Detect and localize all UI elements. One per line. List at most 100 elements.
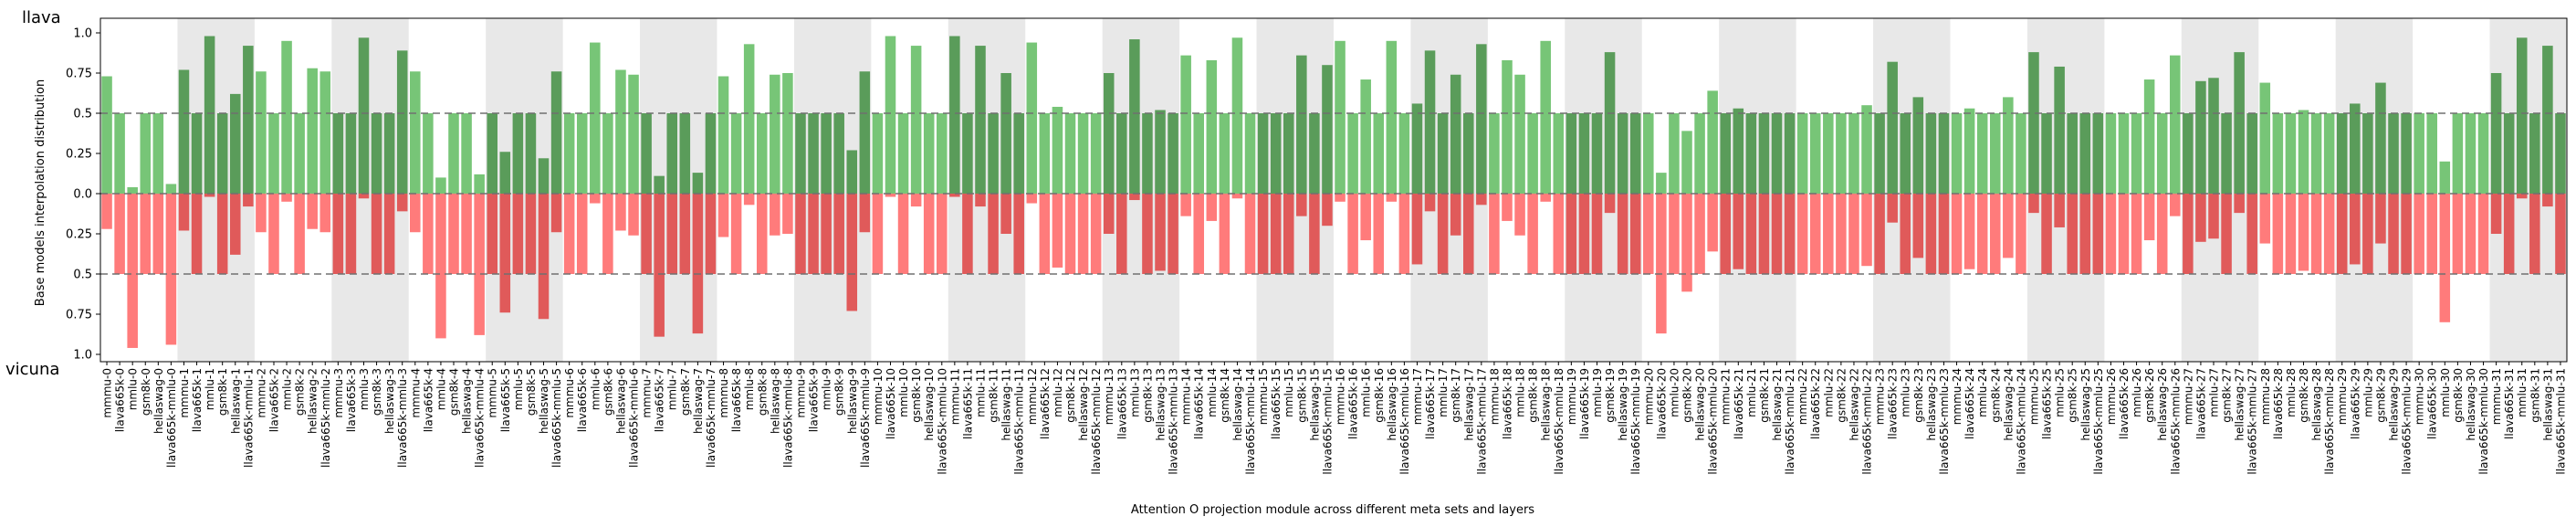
bar-llava-hellaswag-12	[1077, 113, 1089, 194]
x-tick-label-llava665k-27: llava665k-27	[2194, 368, 2207, 439]
bar-vicuna-hellaswag-16	[1386, 194, 1398, 202]
layer-shade-3	[331, 18, 409, 362]
bar-llava-llava665k-mmlu-2	[319, 71, 331, 195]
bar-vicuna-mmlu-2	[281, 194, 292, 202]
x-tick-label-hellaswag-25: hellaswag-25	[2079, 368, 2092, 441]
bar-llava-mmlu-6	[590, 42, 601, 195]
bar-llava-llava665k-mmlu-12	[1090, 113, 1102, 194]
bar-llava-mmmu-4	[410, 71, 421, 195]
bar-vicuna-hellaswag-17	[1462, 194, 1474, 274]
y-tick-label-0: 1.0	[73, 27, 92, 41]
x-tick-label-mmlu-15: mmlu-15	[1283, 368, 1295, 417]
y-tick-label-6: 0.5	[73, 269, 92, 282]
bar-vicuna-mmlu-31	[2516, 194, 2528, 199]
bar-llava-mmlu-28	[2285, 113, 2297, 194]
x-tick-label-mmlu-2: mmlu-2	[281, 368, 294, 410]
x-tick-label-llava665k-21: llava665k-21	[1733, 368, 1745, 439]
bar-vicuna-mmlu-15	[1283, 194, 1294, 274]
bar-vicuna-mmlu-19	[1591, 194, 1603, 274]
x-tick-label-llava665k-10: llava665k-10	[885, 368, 897, 439]
x-tick-label-gsm8k-13: gsm8k-13	[1141, 368, 1154, 423]
bar-vicuna-gsm8k-16	[1373, 194, 1385, 274]
layer-shade-29	[2335, 18, 2414, 362]
bar-llava-mmlu-8	[743, 44, 755, 194]
layer-shade-31	[2489, 18, 2567, 362]
bar-vicuna-llava665k-26	[2118, 194, 2130, 274]
bar-llava-llava665k-mmlu-26	[2170, 55, 2181, 194]
bar-vicuna-hellaswag-24	[2003, 194, 2014, 258]
bar-vicuna-gsm8k-15	[1296, 194, 1307, 216]
bar-vicuna-mmlu-17	[1437, 194, 1449, 274]
bar-vicuna-llava665k-15	[1270, 194, 1282, 274]
x-tick-label-hellaswag-10: hellaswag-10	[923, 368, 936, 441]
bar-vicuna-llava665k-mmlu-12	[1090, 194, 1102, 274]
layer-shade-11	[948, 18, 1026, 362]
x-tick-label-mmlu-23: mmlu-23	[1900, 368, 1912, 417]
bar-vicuna-mmmu-16	[1335, 194, 1346, 202]
bar-llava-gsm8k-15	[1296, 55, 1307, 194]
x-tick-label-hellaswag-22: hellaswag-22	[1848, 368, 1860, 441]
x-tick-label-mmmu-30: mmmu-30	[2414, 368, 2426, 425]
bar-llava-llava665k-mmlu-21	[1784, 113, 1796, 194]
bar-vicuna-hellaswag-0	[152, 194, 164, 274]
bar-llava-mmmu-24	[1951, 113, 1963, 194]
x-tick-label-llava665k-23: llava665k-23	[1887, 368, 1900, 439]
x-tick-label-llava665k-mmlu-16: llava665k-mmlu-16	[1398, 368, 1411, 475]
x-tick-label-llava665k-30: llava665k-30	[2426, 368, 2439, 439]
bar-vicuna-llava665k-8	[730, 194, 742, 274]
x-tick-label-mmmu-20: mmmu-20	[1642, 368, 1655, 425]
x-tick-label-gsm8k-4: gsm8k-4	[448, 368, 461, 416]
bar-vicuna-gsm8k-11	[988, 194, 999, 274]
bar-llava-gsm8k-24	[1989, 113, 2001, 194]
bar-llava-gsm8k-16	[1373, 113, 1385, 194]
bar-llava-mmmu-5	[487, 113, 497, 194]
x-tick-label-llava665k-5: llava665k-5	[499, 368, 512, 432]
bottom-model-label: vicuna	[5, 360, 59, 379]
x-tick-label-gsm8k-16: gsm8k-16	[1373, 368, 1386, 423]
x-tick-label-mmmu-15: mmmu-15	[1257, 368, 1270, 425]
bar-llava-hellaswag-8	[770, 74, 780, 194]
x-tick-label-gsm8k-14: gsm8k-14	[1219, 368, 1231, 423]
x-tick-label-hellaswag-30: hellaswag-30	[2465, 368, 2477, 441]
x-tick-label-mmlu-0: mmlu-0	[127, 368, 140, 410]
bar-llava-llava665k-mmlu-19	[1629, 113, 1641, 194]
bar-llava-hellaswag-29	[2388, 113, 2399, 194]
x-tick-label-llava665k-mmlu-17: llava665k-mmlu-17	[1475, 368, 1488, 475]
x-tick-label-mmmu-10: mmmu-10	[872, 368, 885, 425]
x-tick-label-mmlu-5: mmlu-5	[512, 368, 525, 410]
bar-vicuna-llava665k-mmlu-10	[937, 194, 948, 274]
x-tick-label-mmlu-28: mmlu-28	[2285, 368, 2298, 417]
x-tick-label-gsm8k-27: gsm8k-27	[2221, 368, 2234, 423]
bar-vicuna-mmmu-8	[717, 194, 729, 237]
x-tick-label-llava665k-20: llava665k-20	[1655, 368, 1668, 439]
bar-vicuna-gsm8k-2	[294, 194, 305, 274]
bar-vicuna-mmlu-12	[1052, 194, 1063, 268]
bar-llava-mmlu-3	[358, 37, 370, 194]
bar-llava-mmlu-29	[2362, 113, 2373, 194]
bar-llava-mmmu-20	[1643, 113, 1654, 194]
bar-vicuna-gsm8k-13	[1142, 194, 1153, 274]
x-tick-label-gsm8k-24: gsm8k-24	[1989, 368, 2002, 423]
bar-llava-llava665k-mmlu-30	[2477, 113, 2489, 194]
bar-llava-llava665k-mmlu-29	[2401, 113, 2412, 194]
bar-llava-mmlu-12	[1052, 106, 1063, 194]
bar-llava-gsm8k-12	[1064, 113, 1076, 194]
bar-llava-mmmu-16	[1335, 40, 1346, 194]
bar-vicuna-llava665k-mmlu-27	[2246, 194, 2257, 274]
bar-llava-gsm8k-14	[1219, 113, 1230, 194]
bar-vicuna-llava665k-mmlu-7	[705, 194, 717, 274]
x-tick-label-hellaswag-9: hellaswag-9	[846, 368, 859, 434]
bar-vicuna-gsm8k-0	[140, 194, 152, 274]
x-tick-label-mmmu-1: mmmu-1	[178, 368, 191, 418]
bar-vicuna-llava665k-27	[2195, 194, 2206, 242]
x-tick-label-mmmu-5: mmmu-5	[487, 368, 499, 418]
bar-llava-llava665k-mmlu-23	[1938, 113, 1950, 194]
bar-llava-mmlu-2	[281, 40, 292, 194]
bar-vicuna-llava665k-24	[1963, 194, 1975, 269]
bar-vicuna-llava665k-mmlu-24	[2016, 194, 2026, 274]
x-tick-label-mmlu-31: mmlu-31	[2516, 368, 2529, 417]
bar-vicuna-gsm8k-26	[2143, 194, 2155, 241]
x-tick-label-hellaswag-12: hellaswag-12	[1077, 368, 1090, 441]
x-tick-label-mmmu-3: mmmu-3	[332, 368, 345, 418]
bar-vicuna-llava665k-14	[1193, 194, 1205, 274]
